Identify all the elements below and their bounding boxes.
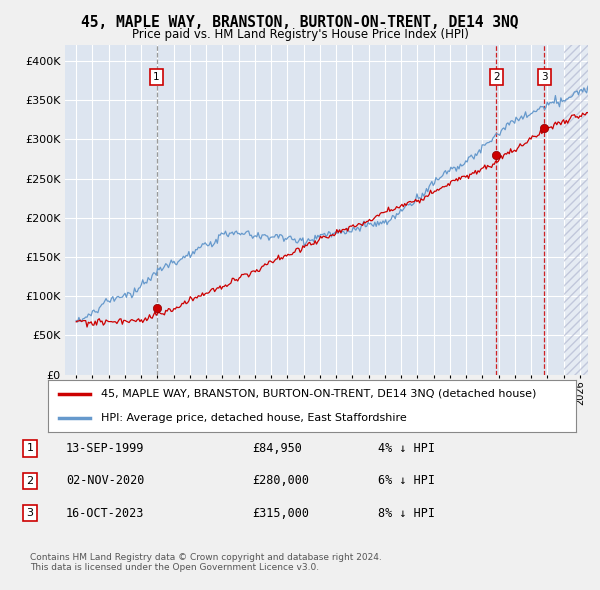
Text: Price paid vs. HM Land Registry's House Price Index (HPI): Price paid vs. HM Land Registry's House …	[131, 28, 469, 41]
Text: £315,000: £315,000	[252, 507, 309, 520]
Text: 3: 3	[541, 72, 547, 81]
Text: 13-SEP-1999: 13-SEP-1999	[66, 442, 145, 455]
Text: 45, MAPLE WAY, BRANSTON, BURTON-ON-TRENT, DE14 3NQ: 45, MAPLE WAY, BRANSTON, BURTON-ON-TRENT…	[81, 15, 519, 30]
Text: 3: 3	[26, 509, 34, 518]
Text: 4% ↓ HPI: 4% ↓ HPI	[378, 442, 435, 455]
Text: £84,950: £84,950	[252, 442, 302, 455]
Text: £280,000: £280,000	[252, 474, 309, 487]
Text: HPI: Average price, detached house, East Staffordshire: HPI: Average price, detached house, East…	[101, 413, 407, 423]
Text: 1: 1	[153, 72, 160, 81]
Text: Contains HM Land Registry data © Crown copyright and database right 2024.: Contains HM Land Registry data © Crown c…	[30, 553, 382, 562]
Text: 1: 1	[26, 444, 34, 453]
Text: This data is licensed under the Open Government Licence v3.0.: This data is licensed under the Open Gov…	[30, 563, 319, 572]
Text: 2: 2	[493, 72, 500, 81]
Text: 16-OCT-2023: 16-OCT-2023	[66, 507, 145, 520]
Text: 02-NOV-2020: 02-NOV-2020	[66, 474, 145, 487]
Text: 45, MAPLE WAY, BRANSTON, BURTON-ON-TRENT, DE14 3NQ (detached house): 45, MAPLE WAY, BRANSTON, BURTON-ON-TRENT…	[101, 389, 536, 399]
Text: 8% ↓ HPI: 8% ↓ HPI	[378, 507, 435, 520]
Bar	[563, 45, 596, 375]
Bar	[563, 45, 596, 375]
Text: 2: 2	[26, 476, 34, 486]
Text: 6% ↓ HPI: 6% ↓ HPI	[378, 474, 435, 487]
